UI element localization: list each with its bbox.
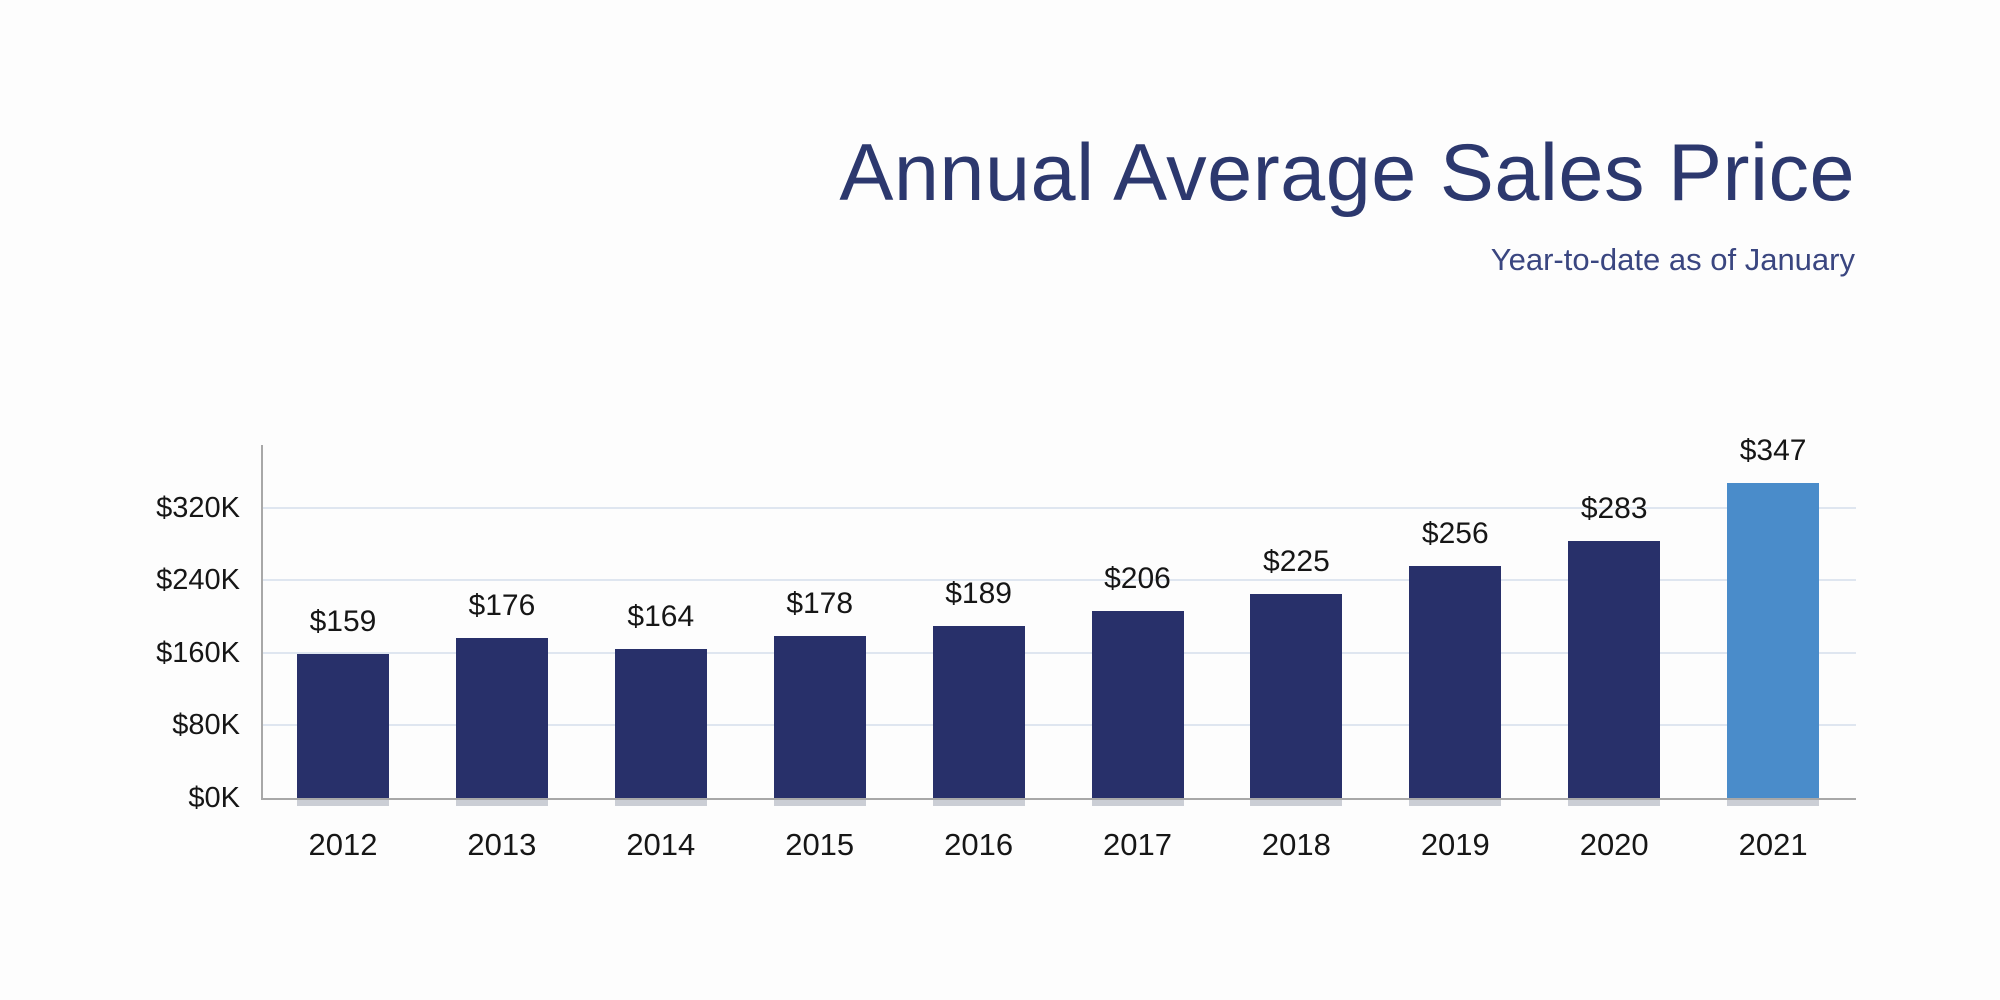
x-tick-label-2014: 2014	[626, 827, 696, 862]
y-tick-label: $320K	[156, 491, 240, 524]
x-tick-label-2013: 2013	[467, 827, 537, 862]
bar-shadow-2013	[455, 800, 548, 806]
bar-value-label-2016: $189	[945, 577, 1012, 611]
bar-shadow-2015	[773, 800, 866, 806]
chart-subtitle: Year-to-date as of January	[1490, 242, 1855, 277]
x-tick-label-2017: 2017	[1103, 827, 1172, 862]
bar-value-label-2013: $176	[468, 589, 536, 623]
bar-2016	[932, 626, 1025, 798]
gridline-$240K	[261, 579, 1856, 582]
x-tick-label-2018: 2018	[1261, 827, 1331, 862]
chart-title: Annual Average Sales Price	[839, 128, 1855, 218]
gridline-$320K	[261, 506, 1856, 509]
bar-2018	[1250, 593, 1343, 798]
bar-shadow-2019	[1409, 800, 1502, 806]
bar-value-label-2015: $178	[786, 587, 854, 621]
x-tick-label-2015: 2015	[785, 827, 855, 862]
y-tick-label: $80K	[172, 709, 240, 742]
bar-value-label-2020: $283	[1580, 492, 1648, 526]
bar-2021	[1727, 482, 1820, 798]
bar-shadow-2021	[1727, 800, 1820, 806]
gridline-$160K	[261, 651, 1856, 654]
bar-value-label-2018: $225	[1263, 544, 1330, 578]
bar-value-label-2017: $206	[1104, 561, 1171, 595]
x-tick-label-2016: 2016	[944, 827, 1014, 862]
x-tick-label-2019: 2019	[1420, 827, 1490, 862]
bar-value-label-2012: $159	[309, 604, 377, 638]
y-axis-line	[261, 445, 263, 800]
bar-shadow-2018	[1250, 800, 1343, 806]
y-tick-label: $160K	[156, 636, 240, 669]
x-tick-label-2021: 2021	[1738, 827, 1808, 862]
bar-2013	[455, 638, 548, 798]
x-tick-label-2012: 2012	[308, 827, 378, 862]
bar-shadow-2014	[614, 800, 707, 806]
bar-shadow-2017	[1091, 800, 1184, 806]
x-axis-line	[261, 798, 1856, 800]
x-tick-label-2020: 2020	[1579, 827, 1649, 862]
bar-shadow-2016	[932, 800, 1025, 806]
bar-value-label-2021: $347	[1739, 433, 1807, 467]
bar-shadow-2012	[297, 800, 389, 806]
bar-2017	[1091, 610, 1184, 798]
bar-2020	[1568, 541, 1661, 798]
bar-2012	[297, 653, 389, 798]
y-tick-label: $240K	[156, 564, 240, 597]
bar-2015	[773, 636, 866, 798]
bar-value-label-2014: $164	[627, 600, 695, 634]
bar-2019	[1409, 565, 1502, 798]
bar-value-label-2019: $256	[1421, 516, 1489, 550]
y-tick-label: $0K	[188, 782, 240, 814]
bar-shadow-2020	[1568, 800, 1661, 806]
bar-2014	[614, 649, 707, 798]
gridline-$80K	[261, 724, 1856, 727]
